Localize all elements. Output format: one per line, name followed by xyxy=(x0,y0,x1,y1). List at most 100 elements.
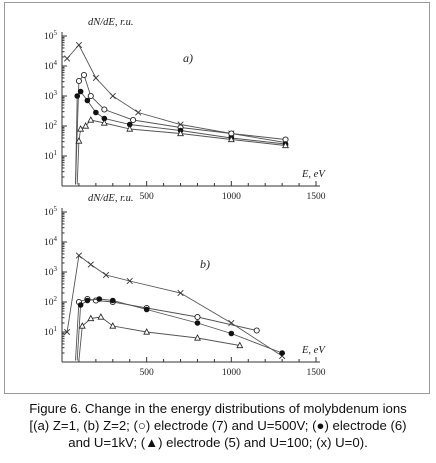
panel-b-series-o-point xyxy=(194,313,201,321)
panel-a-y-tick-label: 102 xyxy=(44,119,58,132)
panel-b-y-axis-label: dN/dE, r.u. xyxy=(88,193,134,204)
panel-b-series-triangle-point xyxy=(109,322,117,329)
panel-a-series-filled-circle-point xyxy=(84,97,91,104)
panel-a-series-triangle-point xyxy=(227,135,235,143)
panel-b-series-x-point xyxy=(75,252,83,259)
panel-b-panel-label: b) xyxy=(200,257,210,271)
panel-a-series-x-point xyxy=(109,92,116,100)
panel-a-panel-label: a) xyxy=(183,51,193,65)
panel-a-series-x-point-stroke xyxy=(75,41,83,49)
panel-a-series-triangle-point xyxy=(100,119,108,126)
panel-a-series-x-point-stroke xyxy=(135,109,142,116)
panel-a-series-triangle-point xyxy=(77,125,85,132)
panel-b-series-triangle-point xyxy=(87,314,95,322)
panel-b-series-x-point xyxy=(177,289,184,297)
panel-a-y-tick-label: 105 xyxy=(44,29,58,42)
panel-b-series-triangle-point xyxy=(97,313,105,320)
panel-b-y-tick-exponent: 3 xyxy=(54,265,58,273)
panel-a-series-x-point xyxy=(135,109,142,116)
panel-b-x-tick-label: 500 xyxy=(140,368,155,378)
panel-b-series-x-point xyxy=(87,261,94,268)
panel-a-y-tick-exponent: 2 xyxy=(54,119,58,127)
panel-b-series-filled-circle-point xyxy=(77,302,84,308)
panel-a-series-x-point xyxy=(75,41,83,49)
panel-b-x-tick-label: 1500 xyxy=(307,368,326,378)
panel-a-series-o-point xyxy=(101,106,108,113)
panel-b-series-triangle-point xyxy=(194,334,201,341)
panel-a-series-x-point-stroke xyxy=(109,92,116,100)
panel-b-series-x-point-stroke xyxy=(228,319,235,327)
panel-a-series-x-point-stroke xyxy=(63,55,71,62)
panel-a-x-tick-label: 1500 xyxy=(307,192,326,202)
panel-a-y-tick-label: 103 xyxy=(44,89,58,102)
panel-a-series-o-point xyxy=(130,116,137,124)
panel-b-y-tick-label: 103 xyxy=(44,265,58,278)
caption-line-2: [(a) Z=1, (b) Z=2; (○) electrode (7) and… xyxy=(29,418,407,433)
panel-b-y-tick-exponent: 5 xyxy=(54,205,58,213)
panel-b-y-tick-label: 102 xyxy=(44,295,58,308)
panel-b-series-filled-circle-point xyxy=(279,350,285,356)
panel-a-series-triangle-point xyxy=(87,116,95,123)
panel-a-x-tick-label: 1000 xyxy=(222,192,241,202)
panel-b-y-tick-label: 105 xyxy=(44,205,58,218)
panel-a-series-filled-circle-point xyxy=(77,88,84,95)
panel-a-y-axis-label: dN/dE, r.u. xyxy=(88,17,134,28)
panel-a-series-triangle-point xyxy=(126,125,134,132)
caption-line-3: and U=1kV; (▲) electrode (5) and U=100; … xyxy=(68,435,368,450)
panel-a-series-x-point xyxy=(92,74,99,82)
panel-b-series-x-point-stroke xyxy=(126,277,133,285)
panel-b-y-tick-label: 104 xyxy=(44,235,58,248)
panel-a-series-filled-circle-line xyxy=(75,90,286,185)
panel-b-series-x-point-stroke xyxy=(63,328,71,336)
panel-a-series-triangle-point xyxy=(282,141,289,149)
panel-a-series-triangle-point xyxy=(82,122,90,129)
panel-a-series-o-point xyxy=(75,77,82,85)
panel-a-x-axis-label: E, eV xyxy=(301,169,326,180)
panel-b-series-filled-circle-point xyxy=(84,297,91,304)
panel-a-series-triangle-line xyxy=(76,119,286,185)
panel-b-series-triangle-point xyxy=(143,328,151,335)
panel-b-series-x-point-stroke xyxy=(102,271,110,279)
panel-b-series-o-line xyxy=(75,298,257,361)
panel-b-series-filled-circle-line xyxy=(76,298,283,361)
panel-b-series-filled-circle-point xyxy=(228,330,235,337)
panel-b-y-tick-exponent: 4 xyxy=(54,235,58,243)
panel-b-series-triangle-point xyxy=(236,341,244,349)
panel-b-series-filled-circle-point xyxy=(194,320,201,326)
panel-b-y-tick-exponent: 2 xyxy=(54,295,58,303)
panel-a-series-triangle-point xyxy=(75,137,83,144)
panel-a-x-tick-label: 500 xyxy=(140,192,155,202)
panel-b-series-o-point xyxy=(253,327,260,334)
panel-b-series-triangle-line xyxy=(78,316,240,361)
caption-line-1: Figure 6. Change in the energy distribut… xyxy=(29,401,407,416)
panel-a-series-x-point-stroke xyxy=(92,74,99,82)
figure-caption: Figure 6. Change in the energy distribut… xyxy=(0,400,436,451)
panel-b-series-filled-circle-point xyxy=(143,306,150,313)
panel-b-series-filled-circle-point xyxy=(96,296,103,302)
panel-a-series-x-line xyxy=(66,44,286,143)
panel-b-series-x-point xyxy=(102,271,110,279)
panel-a-y-tick-label: 104 xyxy=(44,59,58,72)
panel-b-series-x-point-stroke xyxy=(177,289,184,297)
panel-b-series-x-point-stroke xyxy=(75,252,83,259)
panel-a-y-tick-exponent: 4 xyxy=(54,59,58,67)
panel-b-y-tick-label: 101 xyxy=(44,325,58,338)
panel-b-series-x-point-stroke xyxy=(87,261,94,268)
panel-a-series-x-point xyxy=(63,55,71,62)
panel-a-series-filled-circle-point xyxy=(93,109,99,116)
panel-a-y-tick-exponent: 1 xyxy=(54,149,58,157)
panel-b-series-x-point xyxy=(63,328,71,336)
panel-a-series-o-point xyxy=(80,71,88,79)
panel-b-x-axis-label: E, eV xyxy=(301,345,326,356)
panel-b-x-tick-label: 1000 xyxy=(222,368,241,378)
panel-b-series-triangle-point xyxy=(78,322,86,329)
panel-b-series-x-point xyxy=(126,277,133,285)
panel-a-y-tick-exponent: 5 xyxy=(54,29,58,37)
panel-a-y-tick-exponent: 3 xyxy=(54,89,58,97)
panel-b-series-filled-circle-point xyxy=(110,297,116,304)
panel-b-y-tick-exponent: 1 xyxy=(54,325,58,333)
panel-a-series-filled-circle-point xyxy=(74,93,81,99)
panel-a-series-o-point xyxy=(87,92,94,100)
panel-a-series-triangle-point xyxy=(177,129,184,137)
